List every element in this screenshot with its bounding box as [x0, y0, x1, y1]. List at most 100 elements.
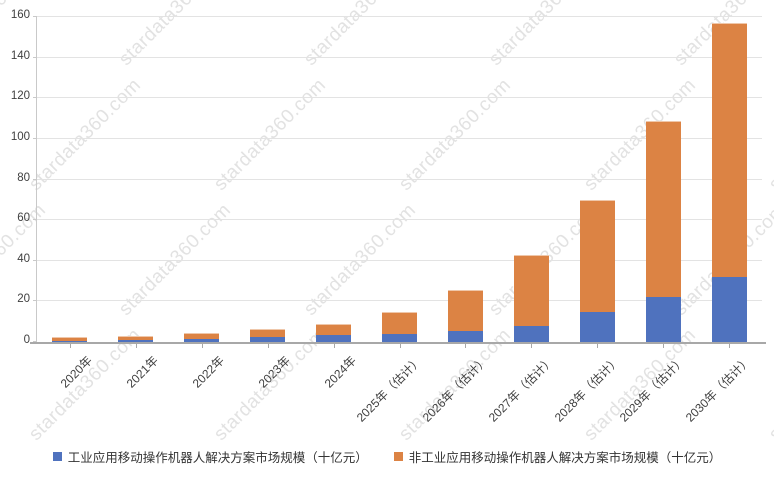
bar-segment-non-industrial: [118, 335, 154, 340]
y-axis-tick-60: [33, 219, 37, 221]
watermark-text: stardata360.com: [765, 324, 774, 445]
bar-segment-industrial: [645, 297, 681, 342]
gridline-100: [37, 137, 762, 139]
gridline-80: [37, 178, 762, 180]
legend-swatch-non-industrial: [393, 452, 403, 461]
bar-segment-industrial: [118, 339, 154, 342]
bar-segment-non-industrial: [711, 23, 747, 277]
y-axis-tick-100: [33, 137, 37, 139]
y-axis-tick-label-140: 140: [10, 49, 30, 62]
bar-segment-industrial: [52, 340, 88, 342]
bar-segment-non-industrial: [52, 337, 88, 341]
bar-segment-non-industrial: [316, 323, 352, 336]
y-axis-tick-0: [33, 341, 37, 342]
y-axis-tick-label-40: 40: [17, 252, 30, 265]
y-axis-tick-label-160: 160: [10, 9, 30, 21]
x-axis-tick: [597, 344, 598, 348]
stacked-bar-2027年（估计）: [513, 254, 549, 342]
y-axis-tick-20: [33, 300, 37, 302]
gridline-120: [37, 97, 762, 99]
watermark-text: stardata360.com: [765, 74, 774, 195]
bar-segment-industrial: [711, 277, 747, 342]
y-axis-line: [36, 17, 37, 343]
bar-segment-non-industrial: [645, 120, 681, 298]
bar-segment-industrial: [184, 338, 220, 342]
category-slot: [169, 17, 235, 342]
y-axis-tick-label-60: 60: [17, 212, 30, 225]
x-axis-tick: [729, 344, 730, 348]
bar-segment-non-industrial: [250, 328, 286, 338]
gridline-160: [37, 16, 762, 17]
gridline-60: [37, 219, 762, 221]
legend-label-industrial: 工业应用移动操作机器人解决方案市场规模（十亿元）: [67, 451, 368, 465]
category-slot: [498, 17, 564, 342]
bar-segment-industrial: [250, 337, 286, 342]
y-axis-tick-label-80: 80: [17, 171, 30, 184]
gridline-40: [37, 259, 762, 261]
y-axis-tick-40: [33, 259, 37, 261]
y-axis-tick-80: [33, 178, 37, 180]
x-axis-tick: [400, 344, 401, 348]
gridline-20: [37, 300, 762, 302]
plot-area: [37, 16, 762, 342]
bar-segment-non-industrial: [184, 333, 220, 339]
category-slot: [103, 17, 169, 342]
y-axis-tick-160: [33, 16, 37, 17]
stacked-bar-2028年（估计）: [579, 199, 615, 342]
y-axis-tick-140: [33, 56, 37, 58]
x-axis-tick-label: 2028年（估计）: [551, 353, 623, 425]
x-axis-tick-label: 2026年（估计）: [419, 353, 491, 425]
category-slot: [235, 17, 301, 342]
bar-series-container: [37, 17, 762, 342]
x-axis-tick: [70, 344, 71, 348]
gridline-140: [37, 56, 762, 58]
legend-swatch-industrial: [52, 452, 62, 461]
category-slot: [564, 17, 630, 342]
y-axis-tick-label-120: 120: [10, 90, 30, 103]
bar-segment-non-industrial: [579, 199, 615, 312]
x-axis-tick-label: 2025年（估计）: [353, 353, 425, 425]
stacked-bar-2025年（估计）: [381, 311, 417, 342]
y-axis-tick-label-100: 100: [10, 130, 30, 143]
category-slot: [630, 17, 696, 342]
bar-segment-industrial: [447, 330, 483, 342]
x-axis-tick-label: 2030年（估计）: [683, 353, 755, 425]
stacked-bar-2030年（估计）: [711, 23, 747, 342]
bar-segment-industrial: [579, 311, 615, 342]
x-axis-tick-label: 2022年: [189, 353, 228, 391]
stacked-bar-2020年: [52, 337, 88, 342]
stacked-bar-2021年: [118, 335, 154, 342]
bar-segment-industrial: [316, 335, 352, 342]
stacked-bar-2022年: [184, 333, 220, 342]
stacked-bar-2029年（估计）: [645, 120, 681, 342]
x-axis-tick: [663, 344, 664, 348]
stacked-bar-2023年: [250, 328, 286, 342]
bar-segment-industrial: [513, 325, 549, 342]
x-axis-tick: [465, 344, 466, 348]
x-axis-tick-label: 2024年: [321, 353, 359, 391]
y-axis-tick-label-0: 0: [23, 334, 30, 346]
legend: 工业应用移动操作机器人解决方案市场规模（十亿元） 非工业应用移动操作机器人解决方…: [0, 447, 774, 466]
category-slot: [696, 17, 762, 342]
bar-segment-non-industrial: [513, 254, 549, 326]
stacked-bar-2024年: [316, 323, 352, 342]
x-axis-tick-label: 2027年（估计）: [485, 353, 557, 425]
x-axis-tick: [334, 344, 335, 348]
x-axis-tick: [268, 344, 269, 348]
bar-segment-non-industrial: [381, 311, 417, 334]
stacked-bar-2026年（估计）: [447, 290, 483, 342]
legend-item-non-industrial: 非工业应用移动操作机器人解决方案市场规模（十亿元）: [393, 447, 722, 466]
x-axis-tick-label: 2020年: [58, 353, 96, 391]
x-axis-tick-label: 2021年: [123, 353, 162, 391]
x-axis-tick-label: 2029年（估计）: [617, 353, 689, 425]
category-slot: [367, 17, 433, 342]
y-axis-tick-label-20: 20: [17, 293, 30, 306]
legend-item-industrial: 工业应用移动操作机器人解决方案市场规模（十亿元）: [52, 447, 368, 466]
x-axis-tick-label: 2023年: [255, 353, 294, 391]
x-axis-tick: [202, 344, 203, 348]
category-slot: [432, 17, 498, 342]
legend-label-non-industrial: 非工业应用移动操作机器人解决方案市场规模（十亿元）: [408, 451, 722, 465]
x-axis-tick: [531, 344, 532, 348]
bar-segment-industrial: [381, 333, 417, 342]
